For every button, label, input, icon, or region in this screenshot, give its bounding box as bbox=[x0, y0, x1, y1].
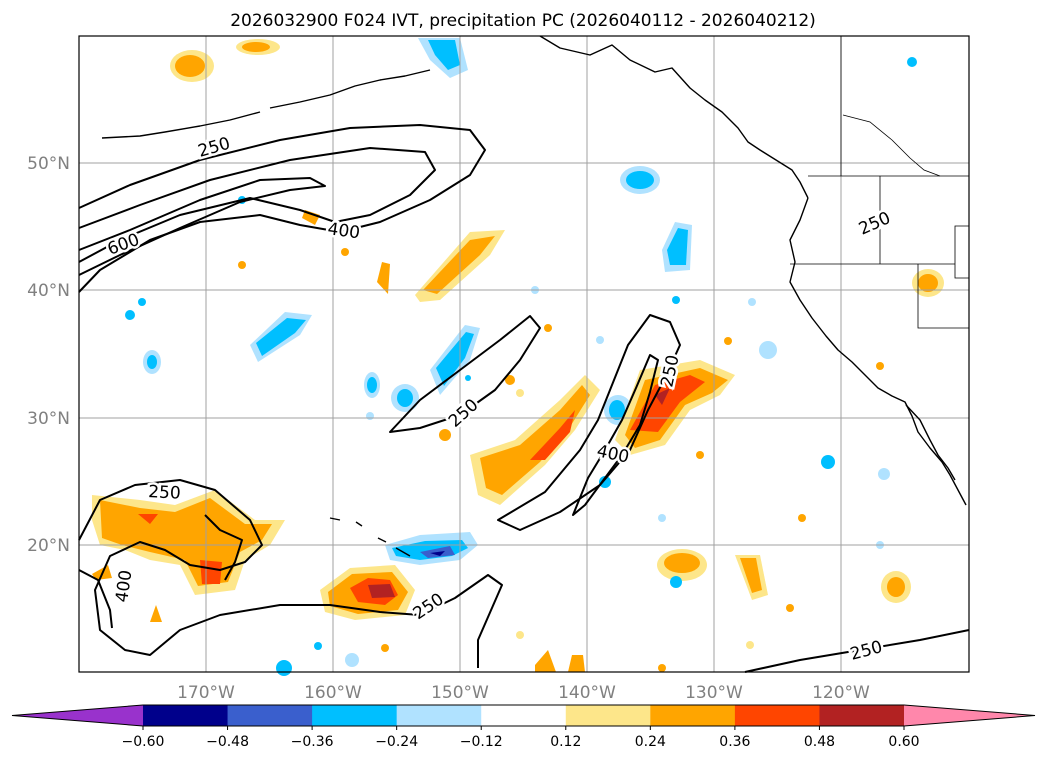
colorbar-segment bbox=[227, 705, 313, 726]
lon-axis: 170°W 160°W 150°W 140°W 130°W 120°W bbox=[177, 683, 870, 703]
precip-blob-positive bbox=[657, 549, 707, 581]
colorbar-tick-label: −0.36 bbox=[291, 734, 334, 750]
colorbar-tick-label: 0.24 bbox=[635, 734, 666, 750]
precip-shading bbox=[92, 38, 944, 676]
lon-tick-label: 150°W bbox=[431, 683, 489, 703]
map-frame bbox=[78, 35, 970, 673]
ivt-contour-250-north bbox=[78, 124, 486, 293]
colorbar-segment bbox=[143, 705, 229, 726]
lat-tick-label: 30°N bbox=[27, 409, 70, 429]
colorbar-segment bbox=[565, 705, 651, 726]
colorbar-extend-max bbox=[904, 705, 1035, 726]
colorbar-segment bbox=[650, 705, 736, 726]
precip-blob-positive bbox=[912, 269, 944, 297]
colorbar-segment bbox=[396, 705, 482, 726]
west-coast bbox=[789, 197, 967, 506]
precip-blob-positive bbox=[170, 50, 214, 82]
colorbar: −0.60 −0.48 −0.36 −0.24 −0.12 0.12 0.24 0.36 0.4… bbox=[11, 704, 1036, 750]
colorbar-tick-label: 0.12 bbox=[550, 734, 581, 750]
precip-blob-positive bbox=[735, 555, 768, 600]
baja-coast bbox=[905, 404, 956, 481]
colorbar-segment bbox=[734, 705, 820, 726]
contour-label: 250 bbox=[148, 482, 181, 504]
precip-band-positive bbox=[470, 375, 600, 505]
political-borders bbox=[790, 36, 970, 329]
colorbar-tick-label: 0.48 bbox=[804, 734, 835, 750]
precip-blob-negative bbox=[418, 38, 468, 78]
precip-blob-positive bbox=[236, 39, 280, 55]
colorbar-tick-label: 0.36 bbox=[719, 734, 750, 750]
precip-cluster-positive bbox=[92, 490, 285, 595]
coastlines bbox=[101, 35, 967, 557]
precip-blob-negative bbox=[391, 384, 419, 412]
precip-blob-negative bbox=[662, 222, 692, 272]
lat-tick-label: 50°N bbox=[27, 154, 70, 174]
alaska-coast bbox=[539, 35, 809, 199]
colorbar-extend-min bbox=[12, 705, 143, 726]
precip-band-positive bbox=[615, 360, 735, 455]
figure-title: 2026032900 F024 IVT, precipitation PC (2… bbox=[230, 11, 816, 31]
contour-label: 400 bbox=[112, 569, 136, 604]
colorbar-tick-label: −0.48 bbox=[206, 734, 249, 750]
gridlines bbox=[79, 36, 969, 672]
hawaiian-islands bbox=[329, 517, 411, 557]
precip-blob-negative bbox=[430, 325, 480, 395]
precip-blob-negative bbox=[143, 350, 161, 374]
lon-tick-label: 130°W bbox=[685, 683, 743, 703]
ivt-contour-250-sw bbox=[78, 479, 503, 668]
lon-tick-label: 170°W bbox=[177, 683, 235, 703]
ivt-contour-250-central bbox=[389, 315, 541, 433]
ivt-contour-250-se bbox=[744, 629, 970, 673]
lon-tick-label: 160°W bbox=[304, 683, 362, 703]
lon-tick-label: 140°W bbox=[558, 683, 616, 703]
colorbar-tick-label: 0.60 bbox=[888, 734, 919, 750]
aleutian-islands bbox=[101, 69, 431, 139]
colorbar-tick-label: −0.60 bbox=[122, 734, 165, 750]
colorbar-segment bbox=[819, 705, 905, 726]
precip-blob-negative bbox=[250, 312, 312, 362]
precip-blob-negative bbox=[620, 166, 660, 194]
lat-tick-label: 40°N bbox=[27, 281, 70, 301]
ivt-contours bbox=[78, 124, 970, 673]
colorbar-segment bbox=[312, 705, 398, 726]
map-panel: 250 600 400 250 400 250 400 250 250 250 … bbox=[78, 35, 970, 676]
ivt-contour-400-east bbox=[572, 354, 659, 516]
precip-small-dots bbox=[125, 57, 917, 676]
colorbar-tick-label: −0.12 bbox=[460, 734, 503, 750]
lat-axis: 50°N 40°N 30°N 20°N bbox=[27, 154, 70, 556]
colorbar-tick-label: −0.24 bbox=[375, 734, 418, 750]
ivt-contour-400-sw bbox=[78, 514, 243, 629]
lat-tick-label: 20°N bbox=[27, 536, 70, 556]
ivt-contour-600 bbox=[78, 177, 326, 276]
precip-blob-positive bbox=[881, 571, 911, 603]
precip-blob-negative bbox=[364, 372, 380, 398]
colorbar-segment bbox=[481, 705, 567, 726]
ivt-contour-400-north bbox=[78, 147, 436, 263]
lon-tick-label: 120°W bbox=[812, 683, 870, 703]
